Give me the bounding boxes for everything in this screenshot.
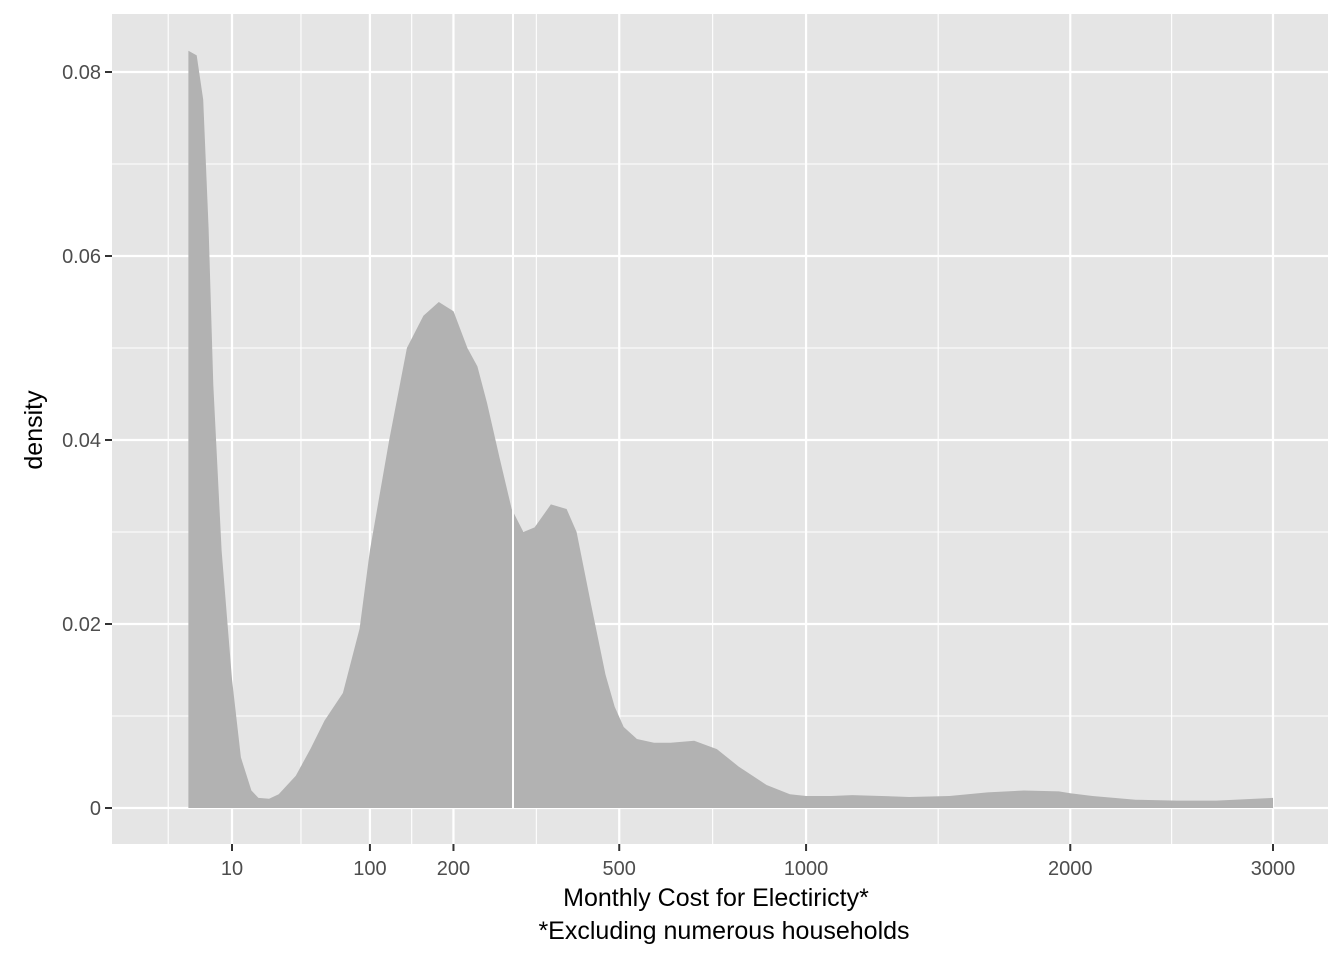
x-tick-label: 2000 — [1048, 858, 1093, 880]
y-tick-label: 0.06 — [62, 246, 101, 268]
x-tick-label: 500 — [603, 858, 636, 880]
x-axis-ticks: 10 100 200 500 1000 2000 3000 — [221, 844, 1295, 880]
x-tick-label: 100 — [353, 858, 386, 880]
y-tick-label: 0.08 — [62, 62, 101, 84]
y-tick-label: 0.04 — [62, 430, 101, 452]
x-tick-label: 10 — [221, 858, 243, 880]
y-tick-label: 0 — [90, 798, 101, 820]
y-axis-ticks: 0 0.02 0.04 0.06 0.08 — [62, 62, 112, 820]
x-tick-label: 1000 — [784, 858, 829, 880]
x-axis-title: Monthly Cost for Electiricty* — [563, 884, 869, 912]
y-axis-title: density — [20, 390, 48, 470]
density-area — [188, 50, 1273, 809]
x-axis-note: *Excluding numerous households — [538, 917, 909, 945]
y-tick-label: 0.02 — [62, 614, 101, 636]
x-tick-label: 3000 — [1251, 858, 1296, 880]
minor-y-gridlines — [112, 163, 1328, 717]
plot-panel — [112, 14, 1328, 844]
x-tick-label: 200 — [437, 858, 470, 880]
